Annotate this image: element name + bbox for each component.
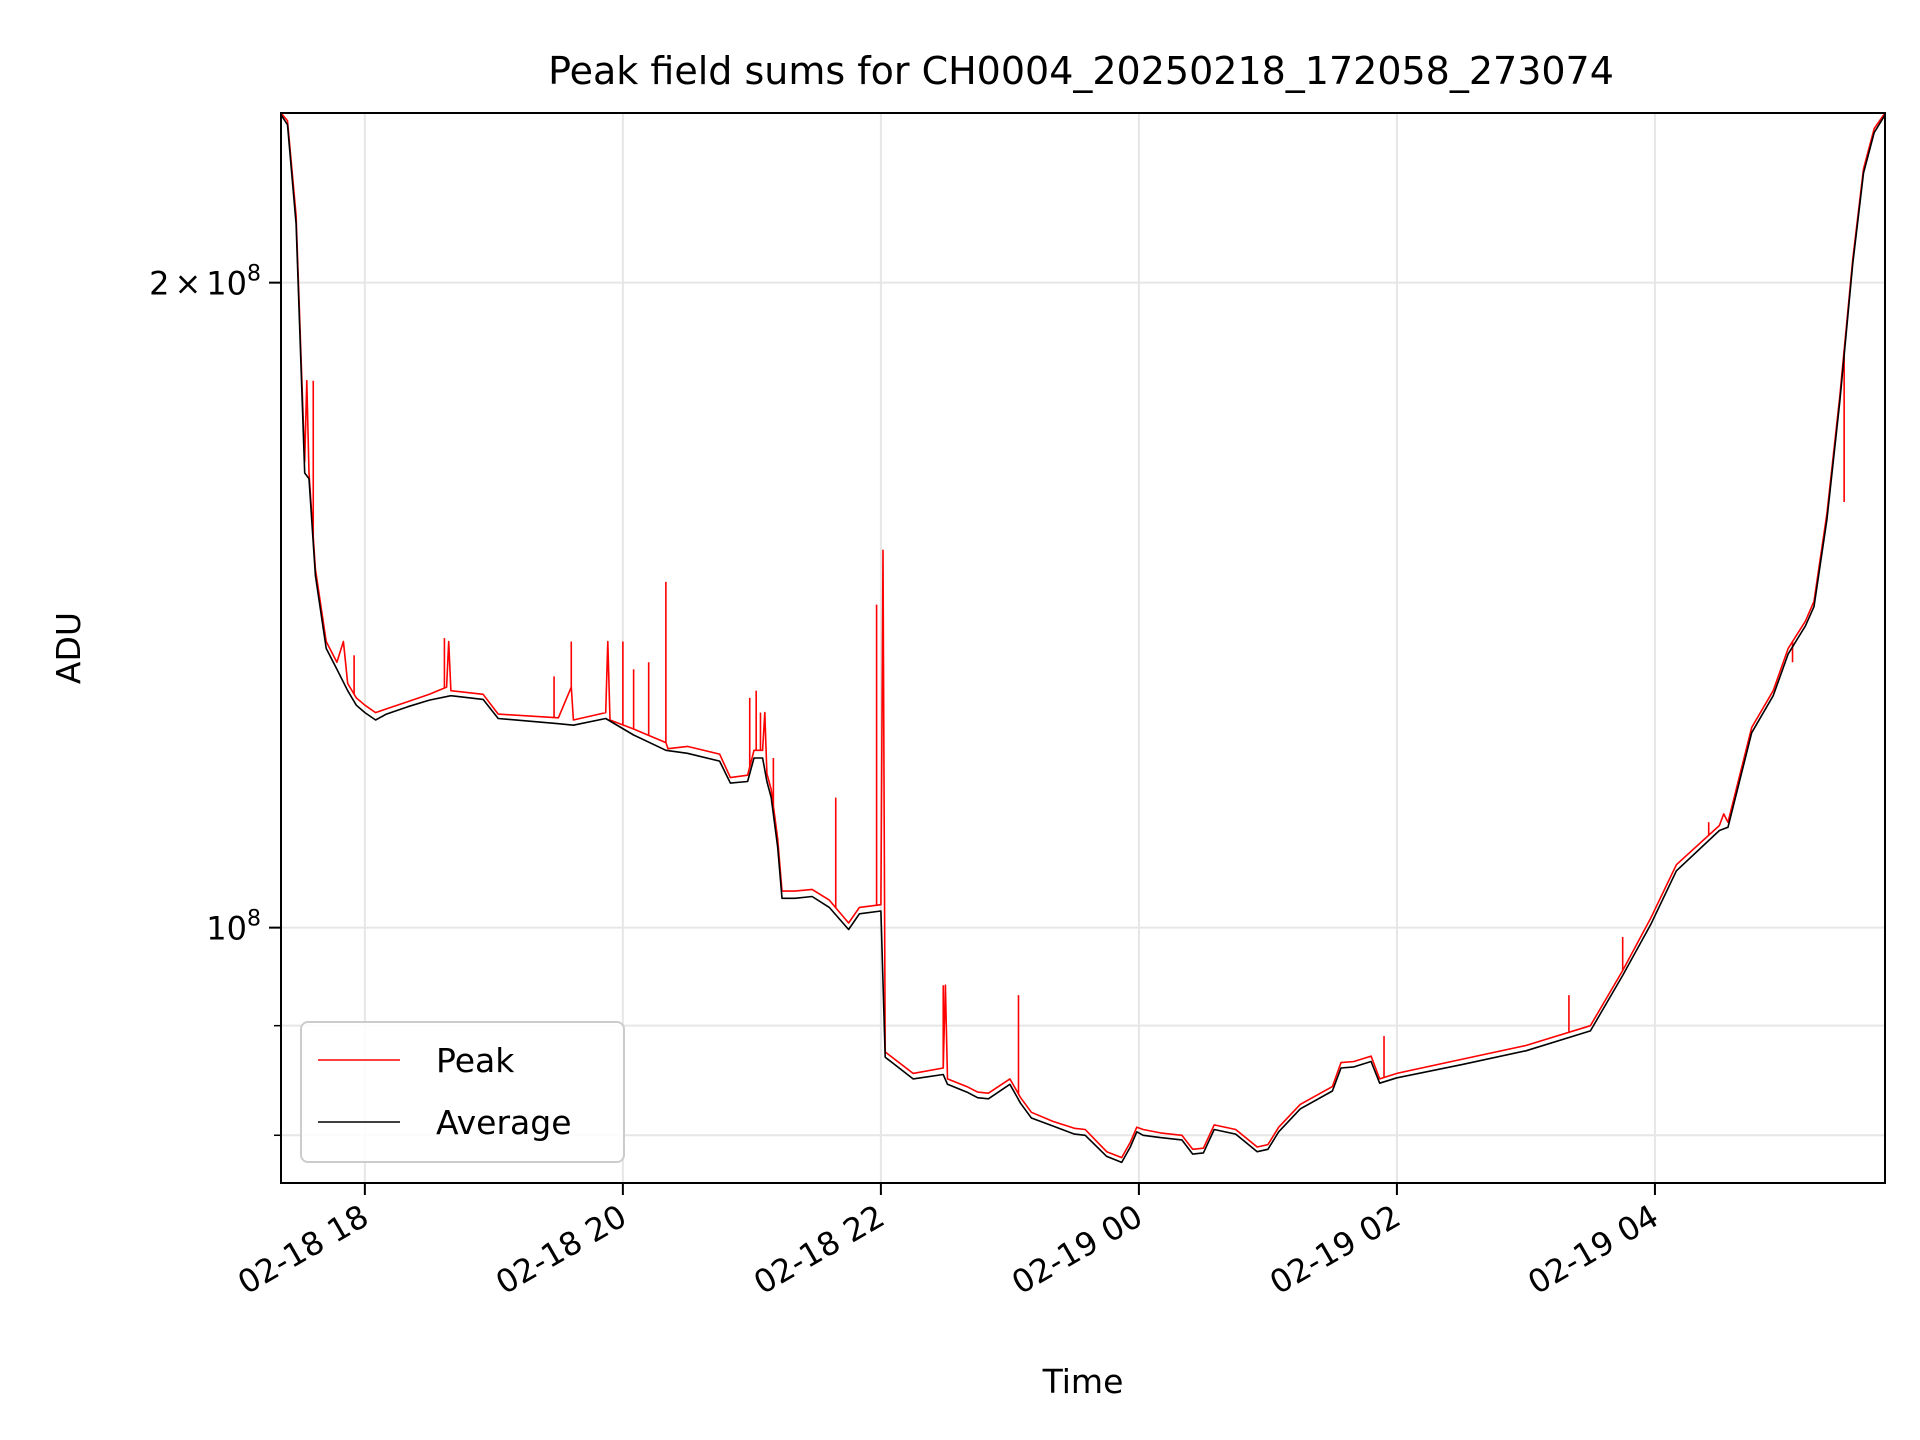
chart-title: Peak field sums for CH0004_20250218_1720…	[548, 49, 1614, 93]
y-tick-base: 10	[206, 265, 247, 303]
legend-box	[300, 1021, 625, 1163]
y-tick-base: 10	[206, 910, 247, 948]
plot-frame	[280, 112, 1886, 1184]
y-tick-times: ×	[174, 265, 201, 303]
series-layer	[280, 112, 1886, 1164]
y-tick-label: 2 × 108	[149, 262, 261, 303]
series-line-average	[280, 114, 1886, 1164]
x-axis-label: Time	[1042, 1362, 1124, 1401]
legend: Peak Average	[300, 1021, 625, 1163]
y-tick-mantissa: 2	[149, 265, 169, 303]
legend-label-peak: Peak	[436, 1041, 515, 1080]
y-tick-exponent: 8	[247, 907, 261, 932]
series-line-peak	[280, 112, 1886, 1159]
legend-label-average: Average	[436, 1103, 572, 1142]
y-axis-label: ADU	[49, 612, 88, 684]
y-tick-label: 108	[206, 907, 261, 948]
y-tick-exponent: 8	[247, 262, 261, 287]
